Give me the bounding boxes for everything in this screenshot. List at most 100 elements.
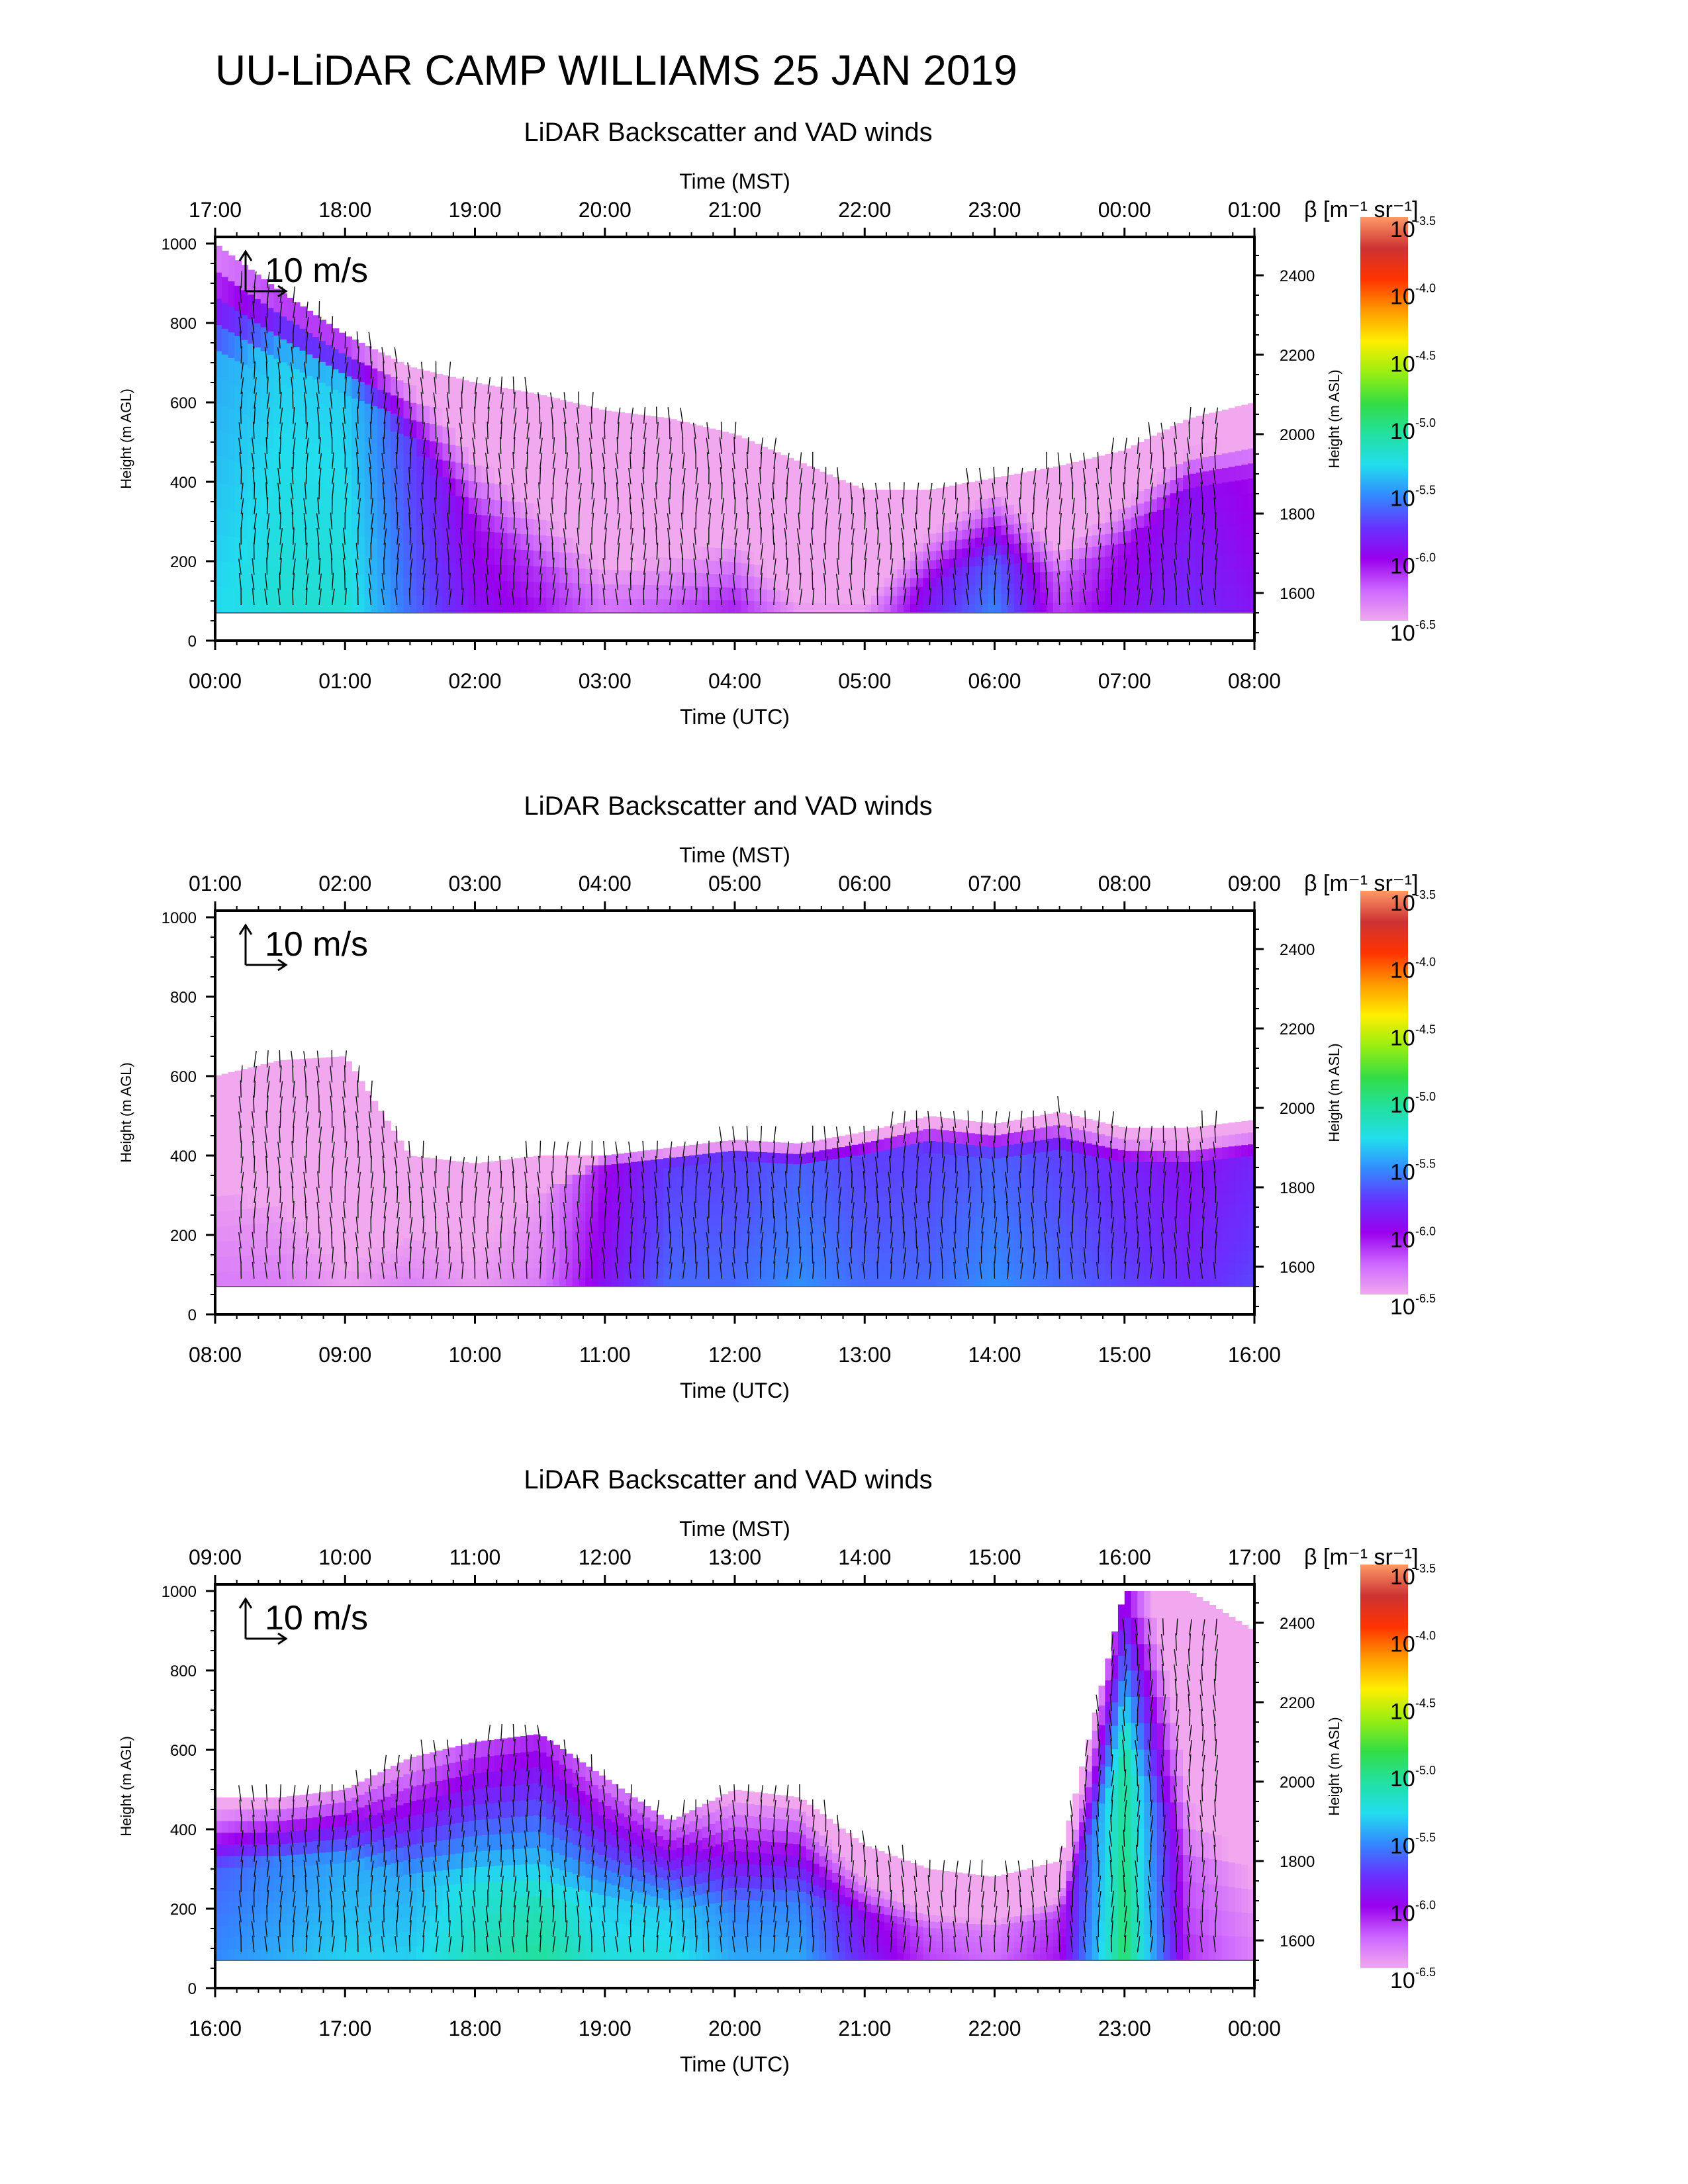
backscatter-cell xyxy=(773,1235,781,1246)
backscatter-cell xyxy=(332,1155,340,1173)
backscatter-cell xyxy=(364,384,372,404)
backscatter-cell xyxy=(1027,531,1035,543)
wind-arrow xyxy=(500,543,503,560)
backscatter-cell xyxy=(1176,599,1184,614)
backscatter-cell xyxy=(1189,501,1197,516)
backscatter-cell xyxy=(897,1193,905,1205)
backscatter-cell xyxy=(1248,433,1254,449)
wind-arrow xyxy=(641,498,645,515)
backscatter-cell xyxy=(819,1255,827,1266)
backscatter-cell xyxy=(364,498,372,518)
wind-arrow xyxy=(1085,528,1089,545)
wind-arrow xyxy=(500,422,502,439)
backscatter-cell xyxy=(598,1258,606,1269)
top-tick-label: 01:00 xyxy=(1228,198,1281,222)
backscatter-cell xyxy=(708,428,716,443)
backscatter-cell xyxy=(436,527,444,545)
wind-arrow xyxy=(513,422,517,439)
backscatter-cell xyxy=(461,546,469,564)
backscatter-cell xyxy=(234,1085,242,1102)
backscatter-cell xyxy=(449,1160,457,1170)
backscatter-cell xyxy=(981,489,989,500)
backscatter-cell xyxy=(1221,467,1229,483)
backscatter-cell xyxy=(533,581,541,598)
backscatter-cell xyxy=(767,1162,774,1173)
backscatter-cell xyxy=(390,1220,398,1232)
backscatter-cell xyxy=(449,1232,457,1242)
wind-arrow xyxy=(927,527,931,545)
backscatter-cell xyxy=(377,1249,385,1262)
backscatter-cell xyxy=(682,599,690,614)
backscatter-cell xyxy=(929,1274,937,1287)
backscatter-cell xyxy=(357,1081,365,1097)
backscatter-cell xyxy=(800,1276,807,1287)
backscatter-cell xyxy=(397,1171,404,1183)
backscatter-cell xyxy=(592,1202,599,1212)
backscatter-cell xyxy=(689,1165,697,1176)
wind-arrow xyxy=(1096,588,1100,606)
backscatter-cell xyxy=(806,1162,814,1173)
backscatter-cell xyxy=(1111,567,1119,579)
backscatter-cell xyxy=(1228,466,1236,482)
backscatter-cell xyxy=(663,1158,671,1169)
backscatter-cell xyxy=(579,538,586,554)
backscatter-cell xyxy=(773,452,781,465)
backscatter-cell xyxy=(884,533,892,543)
backscatter-cell xyxy=(916,1118,924,1131)
backscatter-cell xyxy=(851,1166,859,1178)
backscatter-cell xyxy=(1209,484,1217,499)
backscatter-cell xyxy=(819,1160,827,1171)
backscatter-cell xyxy=(858,1143,866,1155)
backscatter-cell xyxy=(832,574,839,584)
wind-arrow xyxy=(1148,543,1151,560)
backscatter-cell xyxy=(624,484,632,500)
wind-arrow xyxy=(397,407,400,424)
backscatter-cell xyxy=(845,529,853,539)
backscatter-cell xyxy=(423,422,430,441)
wind-arrow xyxy=(940,573,943,590)
backscatter-cell xyxy=(761,1214,769,1225)
wind-arrow xyxy=(369,422,372,439)
wind-arrow xyxy=(240,362,244,379)
backscatter-cell xyxy=(579,553,586,569)
backscatter-cell xyxy=(994,574,1002,584)
backscatter-cell xyxy=(728,1181,735,1193)
backscatter-cell xyxy=(851,1253,859,1265)
wind-arrow xyxy=(786,573,790,590)
backscatter-cell xyxy=(643,486,651,501)
backscatter-cell xyxy=(592,1174,599,1185)
backscatter-cell xyxy=(825,514,833,525)
backscatter-cell xyxy=(631,527,638,543)
backscatter-cell xyxy=(877,1195,885,1208)
backscatter-cell xyxy=(845,520,853,530)
backscatter-cell xyxy=(663,570,671,586)
backscatter-cell xyxy=(1085,469,1093,482)
backscatter-cell xyxy=(514,1204,522,1214)
wind-arrow xyxy=(591,482,594,500)
backscatter-cell xyxy=(442,443,450,461)
backscatter-cell xyxy=(1098,534,1106,546)
backscatter-cell xyxy=(436,1195,444,1205)
backscatter-cell xyxy=(968,557,976,567)
backscatter-cell xyxy=(475,1181,483,1190)
backscatter-cell xyxy=(579,1221,586,1231)
backscatter-cell xyxy=(1189,529,1197,544)
backscatter-cell xyxy=(267,542,275,567)
backscatter-cell xyxy=(916,507,924,517)
backscatter-cell xyxy=(715,1162,723,1173)
wind-arrow xyxy=(1124,558,1127,575)
backscatter-cell xyxy=(637,428,645,443)
backscatter-cell xyxy=(735,435,742,449)
wind-arrow xyxy=(706,422,710,439)
wind-arrow xyxy=(318,316,322,334)
backscatter-cell xyxy=(260,1239,268,1255)
backscatter-cell xyxy=(650,458,658,473)
backscatter-cell xyxy=(514,422,522,439)
wind-arrow xyxy=(1096,467,1100,484)
backscatter-cell xyxy=(565,507,573,523)
backscatter-cell xyxy=(773,590,781,602)
backscatter-cell xyxy=(572,1211,580,1222)
backscatter-cell xyxy=(663,598,671,614)
wind-arrow xyxy=(630,422,633,439)
backscatter-cell xyxy=(845,1156,853,1168)
